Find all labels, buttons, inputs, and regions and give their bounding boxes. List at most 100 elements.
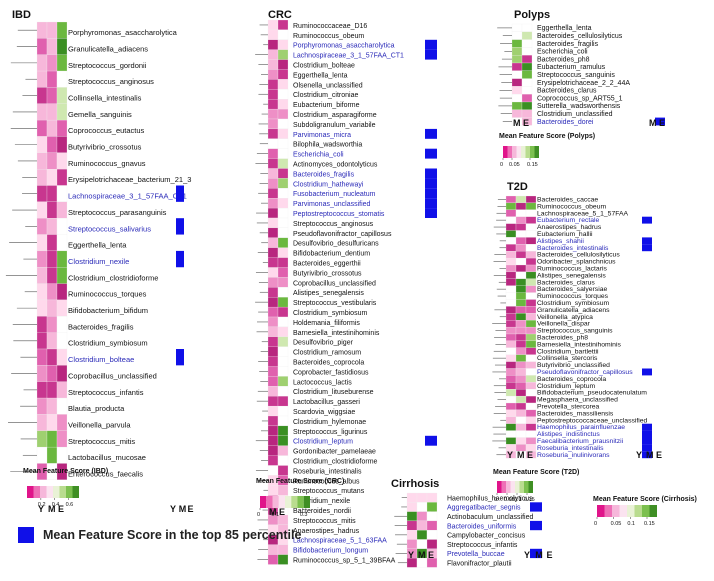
row-label: Streptococcus_sanguinis bbox=[537, 328, 613, 335]
heat-cell bbox=[505, 306, 517, 314]
heat-cell bbox=[505, 402, 517, 411]
heat-cell bbox=[267, 148, 279, 159]
row-label: Bacteroides_dorei bbox=[537, 119, 594, 126]
heat-cell bbox=[46, 283, 58, 301]
heat-cell bbox=[277, 554, 289, 565]
heat-cell bbox=[406, 492, 418, 503]
row-label: Lactobacillus_mucosae bbox=[68, 453, 146, 462]
heat-cell bbox=[267, 445, 279, 456]
row-label: Coprobacillus_unclassified bbox=[68, 371, 157, 380]
bar-column-label: M bbox=[179, 504, 187, 514]
heat-cell bbox=[267, 59, 279, 70]
top85-bar bbox=[425, 178, 437, 189]
heat-cell bbox=[267, 277, 279, 288]
top85-bar bbox=[176, 218, 184, 235]
heat-cell bbox=[56, 397, 68, 415]
row-label: Clostridium_nexile bbox=[293, 498, 350, 505]
bar-column-label: M bbox=[649, 118, 657, 128]
heat-cell bbox=[267, 108, 279, 120]
colorbar-tick-label: 0.6 bbox=[66, 502, 74, 508]
heat-cell bbox=[525, 244, 537, 252]
heat-cell bbox=[515, 409, 527, 417]
heat-cell bbox=[36, 185, 48, 202]
heatmap-t2d: T2D Bacteroides_caccaeRuminococcus_obeumL… bbox=[492, 181, 662, 503]
row-label: Clostridium_symbiosum bbox=[537, 300, 609, 307]
top85-bar bbox=[425, 148, 437, 159]
heat-cell bbox=[277, 257, 289, 268]
colorbar-segment bbox=[285, 496, 292, 508]
heat-cell bbox=[505, 216, 517, 224]
row-label: Ruminococcus_gnavus bbox=[68, 159, 146, 168]
heat-cell bbox=[56, 250, 68, 268]
heat-cell bbox=[277, 455, 289, 466]
heat-cell bbox=[277, 128, 289, 139]
heat-cell bbox=[511, 31, 523, 40]
heat-cell bbox=[277, 366, 289, 377]
row-label: Aggregatibacter_segnis bbox=[447, 505, 521, 512]
heat-cell bbox=[277, 158, 289, 169]
heat-cell bbox=[267, 376, 279, 387]
heat-cell bbox=[36, 250, 48, 268]
row-label: Clostridium_clostridioforme bbox=[68, 273, 158, 282]
colorbar-segment bbox=[40, 486, 47, 498]
panel-title: Cirrhosis bbox=[391, 478, 439, 490]
heat-cell bbox=[525, 354, 537, 362]
heat-cell bbox=[505, 437, 517, 445]
colorbar-segment bbox=[33, 486, 40, 498]
heat-cell bbox=[525, 230, 537, 238]
heat-cell bbox=[267, 405, 279, 417]
row-label: Veillonella_atypica bbox=[537, 314, 593, 321]
heat-cell bbox=[277, 326, 289, 337]
row-label: Lachnospiraceae_3_1_57FAA_CT1 bbox=[68, 192, 187, 201]
row-label: Megasphaera_unclassified bbox=[537, 397, 618, 404]
heat-cell bbox=[525, 361, 537, 369]
colorbar-segment bbox=[59, 486, 66, 498]
column-label: M bbox=[517, 450, 525, 460]
bar-column-label: Y bbox=[170, 504, 176, 514]
colorbar-segment bbox=[272, 496, 279, 508]
heat-cell bbox=[56, 152, 68, 170]
heat-cell bbox=[515, 278, 527, 286]
heat-cell bbox=[36, 169, 48, 186]
heat-cell bbox=[515, 423, 527, 431]
heat-cell bbox=[515, 251, 527, 259]
row-label: Clostridium_ramosum bbox=[293, 350, 361, 357]
row-label: Escherichia_coli bbox=[293, 152, 344, 159]
column-label: E bbox=[523, 118, 529, 128]
colorbar-title: Mean Feature Score (CRC) bbox=[256, 478, 344, 485]
colorbar-title: Mean Feature Score (IBD) bbox=[23, 468, 108, 475]
heat-cell bbox=[515, 285, 527, 293]
heat-cell bbox=[505, 230, 517, 238]
bar-column-label: E bbox=[659, 118, 665, 128]
row-label: Clostridium_unclassified bbox=[537, 111, 613, 118]
heat-cell bbox=[267, 455, 279, 466]
heat-cell bbox=[525, 423, 537, 431]
heat-cell bbox=[277, 277, 289, 288]
heat-cell bbox=[56, 87, 68, 104]
row-label: Bacteroides_uniformis bbox=[447, 523, 517, 530]
row-label: Lachnospiraceae_3_1_57FAA_CT1 bbox=[293, 53, 404, 60]
heat-cell bbox=[521, 23, 533, 32]
heat-cell bbox=[505, 382, 517, 390]
heat-cell bbox=[267, 99, 279, 110]
heat-cell bbox=[36, 54, 48, 72]
panel-title: Polyps bbox=[514, 9, 550, 21]
heat-cell bbox=[525, 347, 537, 355]
heat-cell bbox=[521, 70, 533, 79]
heat-cell bbox=[46, 446, 58, 464]
heat-cell bbox=[505, 354, 517, 362]
heat-cell bbox=[277, 485, 289, 496]
row-label: Peptostreptococcus_stomatis bbox=[293, 211, 385, 218]
heat-cell bbox=[36, 87, 48, 104]
heat-cell bbox=[46, 169, 58, 186]
colorbar-segment bbox=[612, 505, 620, 517]
heat-cell bbox=[36, 381, 48, 399]
heat-cell bbox=[56, 463, 68, 480]
row-label: Prevotella_stercorea bbox=[537, 404, 600, 411]
heat-cell bbox=[515, 340, 527, 348]
row-label: Bacteroides_ph8 bbox=[537, 335, 588, 342]
heat-cell bbox=[515, 230, 527, 238]
colorbar-segment bbox=[530, 146, 535, 158]
heat-cell bbox=[277, 188, 289, 199]
row-label: Escherichia_coli bbox=[537, 49, 588, 56]
